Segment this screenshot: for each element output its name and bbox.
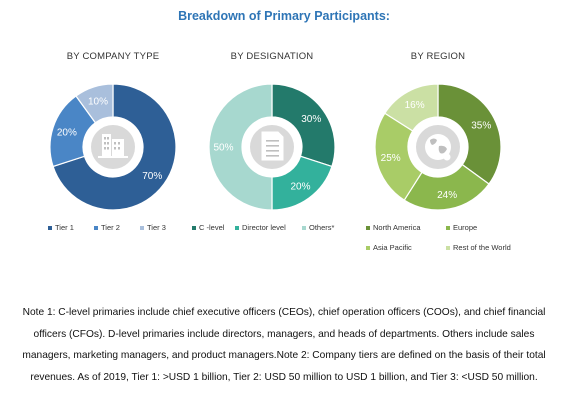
legend-swatch — [192, 225, 196, 230]
legend-label: Rest of the World — [453, 243, 511, 252]
legend-item-europe: Europe — [446, 223, 477, 232]
legend-item-north-america: North America — [366, 223, 421, 232]
legend-label: North America — [373, 223, 421, 232]
legend-item-tier-3: Tier 3 — [140, 223, 166, 232]
legend-item-tier-1: Tier 1 — [48, 223, 74, 232]
slice-tier-3 — [75, 83, 114, 124]
legend-item-asia-pacific: Asia Pacific — [366, 243, 412, 252]
legend-swatch — [446, 225, 450, 230]
region-donut-chart: 35% 24% 25% 16% — [374, 83, 502, 211]
legend-label: Director level — [242, 223, 286, 232]
legend-item-tier-2: Tier 2 — [94, 223, 120, 232]
slice-label-rest-of-the-world: 16% — [405, 100, 425, 111]
slice-rest-of-the-world — [383, 83, 439, 132]
legend-item-director-level: Director level — [235, 223, 286, 232]
slice-label-others: 50% — [213, 143, 233, 154]
slice-c-level — [271, 83, 336, 168]
company-type-donut-chart: 70% 20% 10% — [49, 83, 177, 211]
legend-swatch — [446, 245, 450, 250]
page-title: Breakdown of Primary Participants: — [178, 9, 390, 23]
legend-label: Europe — [453, 223, 478, 232]
legend-label: Tier 1 — [55, 223, 74, 232]
legend-item-others: Others* — [302, 223, 334, 232]
globe-icon — [425, 134, 451, 161]
slice-north-america — [437, 83, 502, 185]
legend-swatch — [235, 225, 239, 230]
document-icon — [261, 131, 284, 161]
footnote: Note 1: C-level primaries include chief … — [22, 307, 546, 383]
slice-label-tier-3: 10% — [88, 96, 108, 107]
legend-label: Asia Pacific — [373, 243, 412, 252]
legend-label: Tier 2 — [101, 223, 120, 232]
slice-tier-1 — [52, 83, 177, 211]
legend-item-rest-of-the-world: Rest of the World — [446, 243, 511, 252]
slice-label-c-level: 30% — [301, 114, 321, 125]
legend-label: C -level — [199, 223, 225, 232]
slice-label-asia-pacific: 25% — [381, 153, 401, 164]
legend-swatch — [94, 225, 98, 230]
legend-swatch — [366, 245, 370, 250]
legend-label: Tier 3 — [147, 223, 166, 232]
designation-chart-title: BY DESIGNATION — [230, 51, 314, 62]
region-chart-title: BY REGION — [410, 51, 466, 62]
legend-item-c-level: C -level — [192, 223, 224, 232]
slice-label-tier-2: 20% — [57, 128, 77, 139]
slice-label-tier-1: 70% — [142, 171, 162, 182]
legend-label: Others* — [309, 223, 335, 232]
slice-europe — [403, 163, 490, 211]
legend-swatch — [366, 225, 370, 230]
slice-others — [208, 83, 273, 211]
slice-label-director-level: 20% — [290, 182, 310, 193]
company-type-chart-title: BY COMPANY TYPE — [66, 51, 160, 62]
slice-label-europe: 24% — [437, 190, 457, 201]
legend-swatch — [48, 225, 52, 230]
building-icon — [98, 134, 128, 158]
slice-label-north-america: 35% — [471, 120, 491, 131]
designation-donut-chart: 30% 20% 50% — [208, 83, 336, 211]
legend-swatch — [302, 225, 306, 230]
legend-swatch — [140, 225, 144, 230]
